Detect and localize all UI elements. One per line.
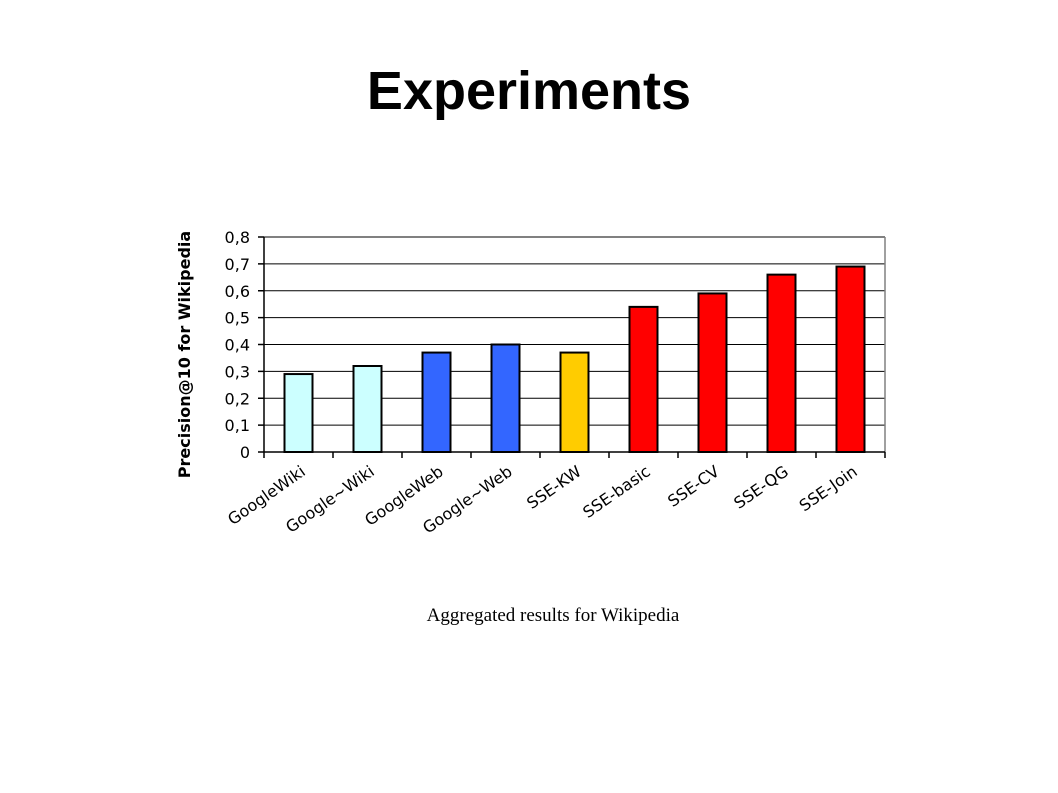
chart-caption: Aggregated results for Wikipedia	[426, 605, 680, 626]
y-tick-label: 0,6	[225, 282, 250, 301]
y-tick-label: 0,5	[225, 309, 250, 328]
bar	[766, 273, 797, 453]
y-tick-label: 0,1	[225, 416, 250, 435]
y-tick-label: 0,7	[225, 255, 250, 274]
bar	[490, 343, 521, 453]
bar	[559, 351, 590, 453]
y-tick-label: 0,3	[225, 362, 250, 381]
bars	[283, 265, 866, 453]
y-axis-title: Precision@10 for Wikipedia	[175, 231, 194, 478]
bar	[352, 365, 383, 453]
category-label: SSE-QG	[730, 462, 792, 513]
category-label: SSE-KW	[523, 462, 585, 513]
axes	[258, 236, 886, 458]
bar	[421, 351, 452, 453]
category-label: SSE-CV	[664, 462, 723, 511]
slide-title: Experiments	[366, 61, 692, 121]
y-tick-label: 0,8	[225, 228, 250, 247]
category-label: SSE-Join	[796, 462, 861, 516]
bar	[697, 292, 728, 453]
bar	[283, 373, 314, 453]
bar	[835, 265, 866, 453]
y-tick-label: 0,4	[225, 336, 250, 355]
category-label: SSE-basic	[579, 462, 654, 522]
y-tick-label: 0,2	[225, 389, 250, 408]
bar	[628, 305, 659, 453]
y-tick-label: 0	[240, 443, 250, 462]
